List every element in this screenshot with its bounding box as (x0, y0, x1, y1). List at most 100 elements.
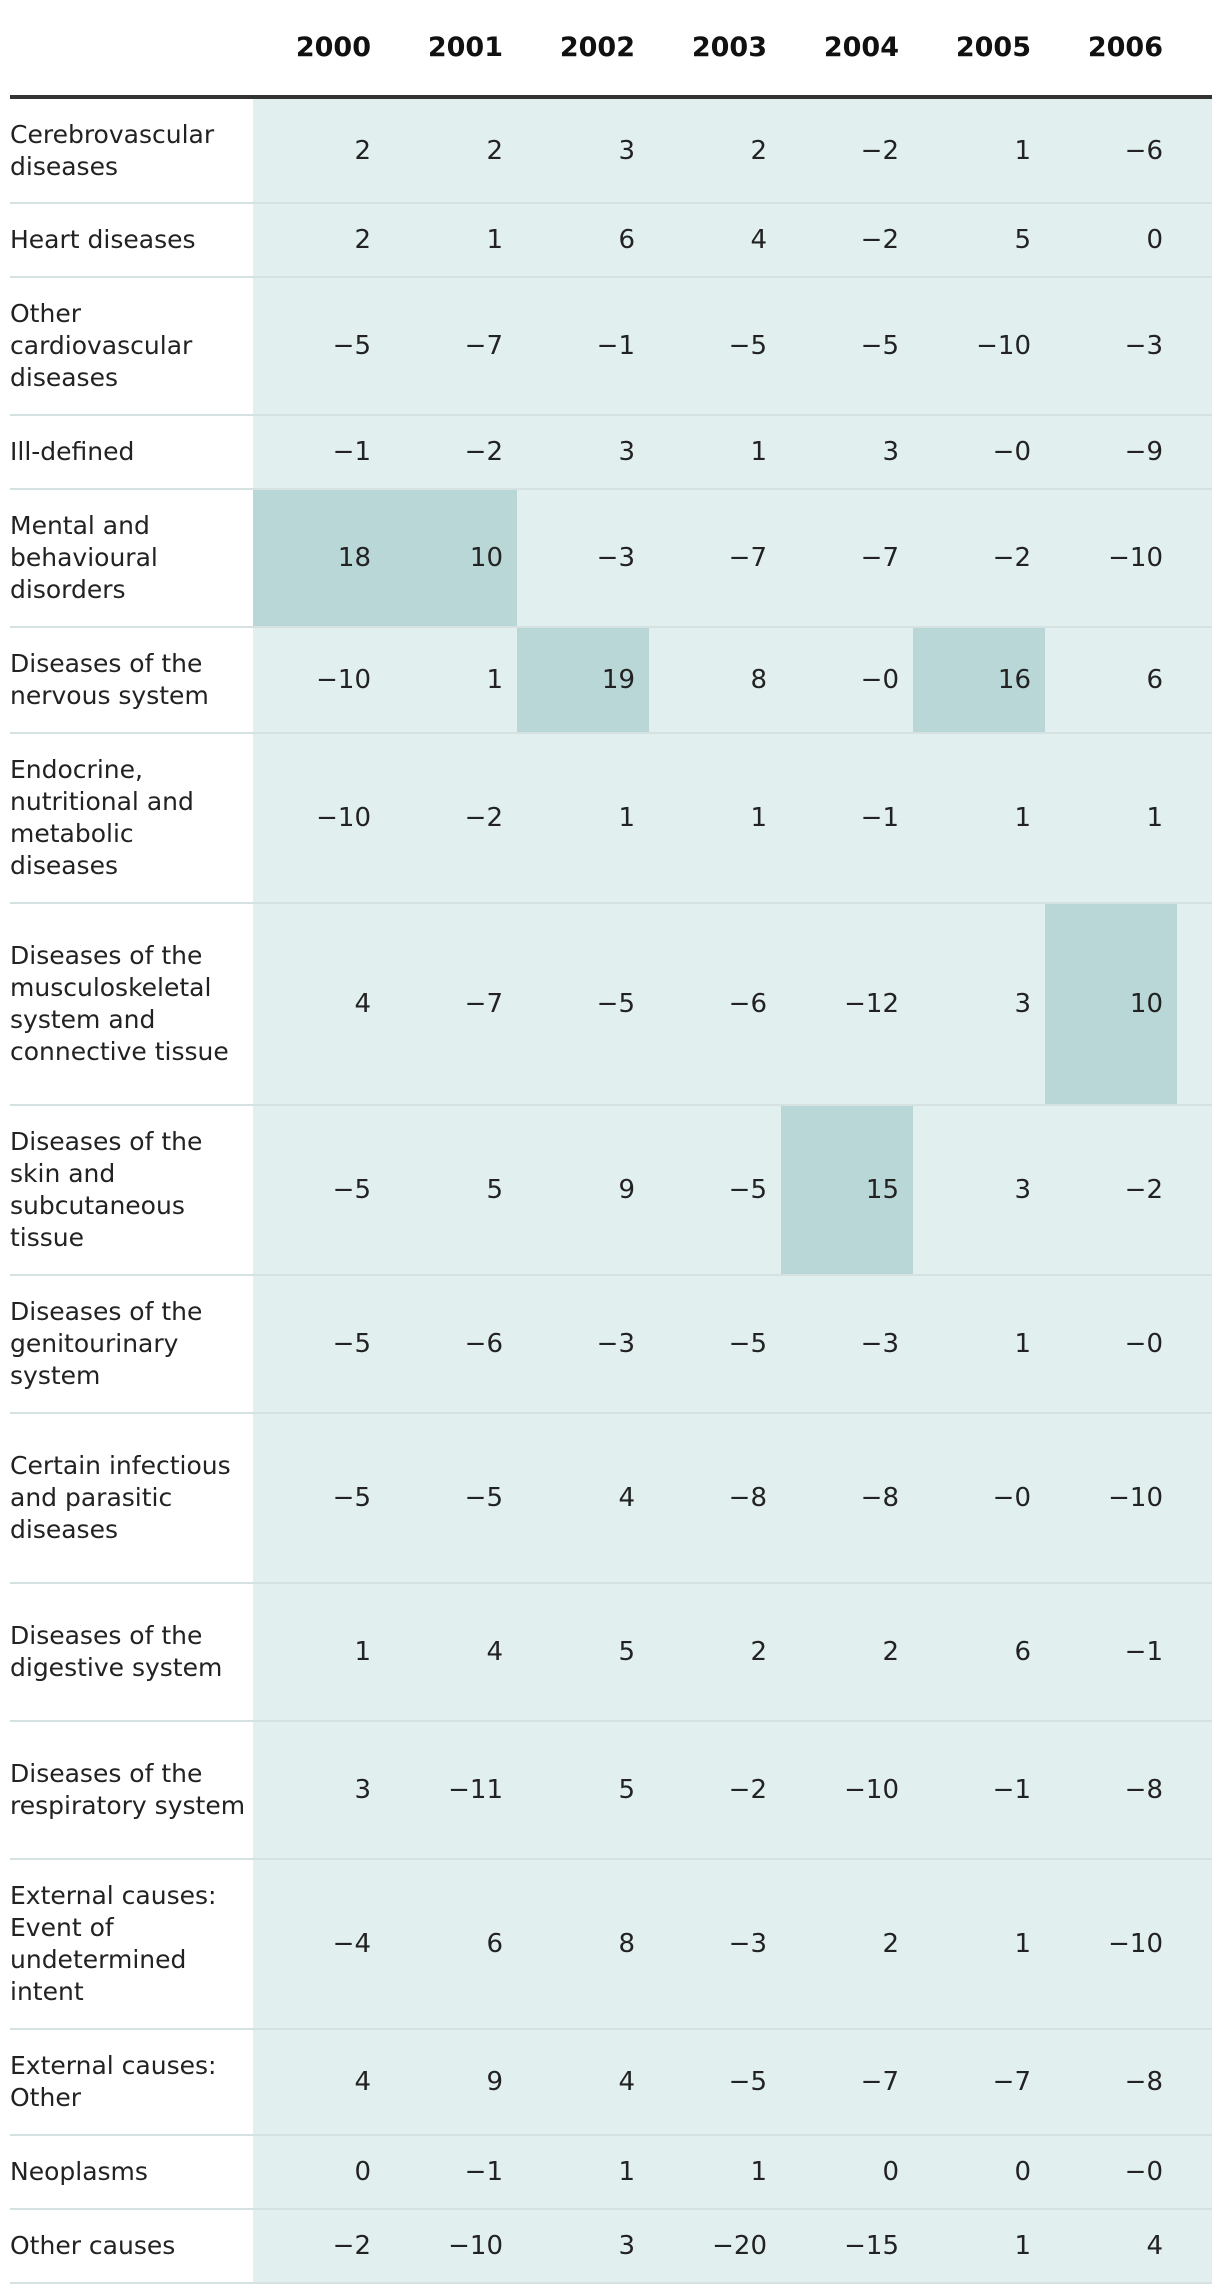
value-cell: −10 (385, 2209, 517, 2284)
row-label: External causes: Event of undetermined i… (10, 1859, 253, 2030)
row-label: Diseases of the genitourinary system (10, 1275, 253, 1414)
value-cell: 1 (517, 2135, 649, 2210)
table-header: 2000 2001 2002 2003 2004 2005 2006 (10, 0, 1212, 99)
row-label: Endocrine, nutritional and metabolic dis… (10, 733, 253, 904)
value-cell: 5 (517, 1583, 649, 1722)
row-spacer-cell (1177, 627, 1212, 734)
value-cell: 1 (517, 733, 649, 904)
row-label: Other causes (10, 2209, 253, 2284)
value-cell: 5 (385, 1105, 517, 1276)
table-row: Other cardiovascular diseases −5 −7 −1 −5 −5−… (10, 277, 1212, 416)
value-cell: 9 (517, 1105, 649, 1276)
value-cell: 4 (517, 1413, 649, 1584)
table-body: Cerebrovascular diseases 2 2 3 2 −2 1 −6 Heart d… (10, 97, 1212, 2284)
value-cell: −11 (385, 1721, 517, 1860)
row-spacer-cell (1177, 415, 1212, 490)
value-cell: −5 (649, 1105, 781, 1276)
data-table: 2000 2001 2002 2003 2004 2005 2006 Cerebrovasc… (10, 0, 1212, 2284)
column-header-2002: 2002 (517, 0, 649, 99)
row-label: Diseases of the skin and subcutaneous ti… (10, 1105, 253, 1276)
row-label: Mental and behavioural disorders (10, 489, 253, 628)
value-cell: −10 (781, 1721, 913, 1860)
row-spacer-cell (1177, 1583, 1212, 1722)
value-cell: −7 (913, 2029, 1045, 2136)
value-cell: −9 (1045, 415, 1177, 490)
value-cell: −3 (517, 489, 649, 628)
value-cell: 3 (253, 1721, 385, 1860)
value-cell: −0 (1045, 1275, 1177, 1414)
table-row: Endocrine, nutritional and metabolic dis… (10, 733, 1212, 904)
value-cell: −8 (1045, 2029, 1177, 2136)
table-row: Diseases of the genitourinary system −5 −6… (10, 1275, 1212, 1414)
row-label: Diseases of the musculoskeletal system a… (10, 903, 253, 1106)
value-cell: −7 (385, 277, 517, 416)
value-cell: −12 (781, 903, 913, 1106)
row-label: Certain infectious and parasitic disease… (10, 1413, 253, 1584)
table-row: Diseases of the digestive system 1 4 5 2 2 6 −1 (10, 1583, 1212, 1722)
value-cell: −2 (385, 415, 517, 490)
row-spacer-cell (1177, 203, 1212, 278)
value-cell: −10 (253, 627, 385, 734)
value-cell: 1 (913, 2209, 1045, 2284)
value-cell: −5 (253, 1275, 385, 1414)
value-cell: 1 (913, 1275, 1045, 1414)
value-cell: 3 (913, 903, 1045, 1106)
value-cell: −1 (253, 415, 385, 490)
value-cell: −6 (1045, 97, 1177, 204)
row-spacer-cell (1177, 1105, 1212, 1276)
value-cell: −6 (649, 903, 781, 1106)
value-cell: 1 (385, 203, 517, 278)
value-cell: 4 (517, 2029, 649, 2136)
value-cell: 3 (517, 2209, 649, 2284)
value-cell: 0 (781, 2135, 913, 2210)
value-cell: −7 (781, 489, 913, 628)
row-spacer-cell (1177, 903, 1212, 1106)
value-cell: −10 (1045, 489, 1177, 628)
value-cell: −10 (1045, 1859, 1177, 2030)
value-cell: 2 (253, 97, 385, 204)
table-row: Cerebrovascular diseases 2 2 3 2 −2 1 −6 (10, 97, 1212, 204)
value-cell: −5 (649, 2029, 781, 2136)
table-row: Diseases of the musculoskeletal system a… (10, 903, 1212, 1106)
value-cell: −5 (649, 1275, 781, 1414)
value-cell: 6 (1045, 627, 1177, 734)
value-cell: 4 (649, 203, 781, 278)
value-cell: 1 (649, 2135, 781, 2210)
value-cell: −1 (385, 2135, 517, 2210)
value-cell: 3 (913, 1105, 1045, 1276)
value-cell: −8 (649, 1413, 781, 1584)
value-cell: −20 (649, 2209, 781, 2284)
data-table-container: 2000 2001 2002 2003 2004 2005 2006 Cerebrovasc… (10, 0, 1212, 2284)
value-cell: 6 (517, 203, 649, 278)
value-cell: −2 (781, 203, 913, 278)
highlighted-value-cell: 10 (1045, 903, 1177, 1106)
value-cell: −2 (649, 1721, 781, 1860)
highlighted-value-cell: 10 (385, 489, 517, 628)
row-spacer-cell (1177, 2209, 1212, 2284)
row-label: Diseases of the respiratory system (10, 1721, 253, 1860)
highlighted-value-cell: 15 (781, 1105, 913, 1276)
value-cell: −10 (1045, 1413, 1177, 1584)
row-spacer-cell (1177, 1413, 1212, 1584)
value-cell: 0 (913, 2135, 1045, 2210)
row-spacer-cell (1177, 733, 1212, 904)
table-row: External causes: Other 4 9 4 −5 −7 −7 −8 (10, 2029, 1212, 2136)
value-cell: 1 (1045, 733, 1177, 904)
row-spacer-cell (1177, 277, 1212, 416)
table-row: Certain infectious and parasitic disease… (10, 1413, 1212, 1584)
value-cell: −1 (1045, 1583, 1177, 1722)
value-cell: 1 (649, 733, 781, 904)
value-cell: 3 (517, 97, 649, 204)
value-cell: −10 (253, 733, 385, 904)
value-cell: −2 (253, 2209, 385, 2284)
column-header-2004: 2004 (781, 0, 913, 99)
value-cell: −2 (781, 97, 913, 204)
row-label: Cerebrovascular diseases (10, 97, 253, 204)
value-cell: 2 (253, 203, 385, 278)
value-cell: −2 (1045, 1105, 1177, 1276)
value-cell: 5 (517, 1721, 649, 1860)
value-cell: −3 (781, 1275, 913, 1414)
value-cell: 3 (517, 415, 649, 490)
highlighted-value-cell: 19 (517, 627, 649, 734)
row-label: External causes: Other (10, 2029, 253, 2136)
